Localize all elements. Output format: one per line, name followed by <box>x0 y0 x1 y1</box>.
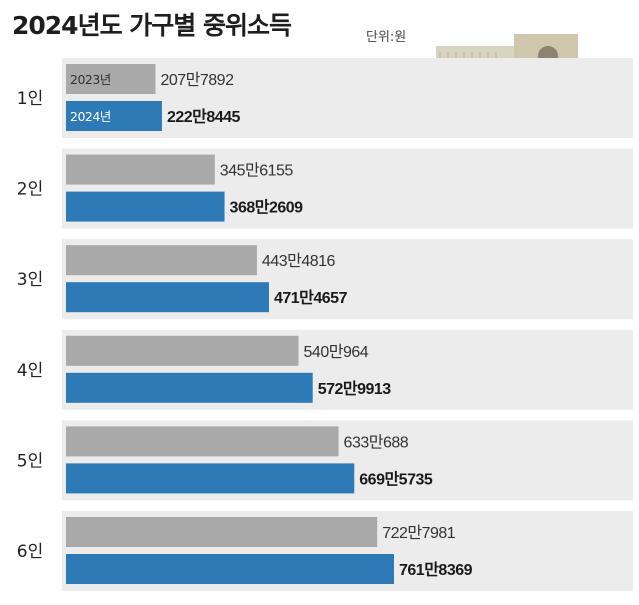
data-label-2023: 722만7981 <box>382 524 456 542</box>
bar-2024 <box>66 554 394 584</box>
bar-2024 <box>66 372 313 403</box>
data-label-2024: 471만4657 <box>274 289 348 307</box>
data-label-2023: 633만688 <box>344 433 409 451</box>
bar-2023 <box>66 245 257 276</box>
data-label-2024: 368만2609 <box>230 199 304 217</box>
legend-label: 2023년 <box>70 72 111 87</box>
category-label: 1인 <box>17 89 43 109</box>
data-label-2024: 761만8369 <box>399 561 473 579</box>
chart-title: 2024년도 가구별 중위소득 <box>12 11 292 40</box>
data-label-2023: 207만7892 <box>160 71 234 89</box>
category-label: 3인 <box>17 270 43 290</box>
data-label-2023: 443만4816 <box>262 252 336 270</box>
category-label: 6인 <box>17 542 43 562</box>
data-label-2024: 669만5735 <box>359 470 433 488</box>
data-label-2024: 572만9913 <box>318 380 392 398</box>
right-edge <box>633 0 639 605</box>
bar-2023 <box>66 154 215 185</box>
data-label-2023: 345만6155 <box>220 162 294 180</box>
unit-label: 단위:원 <box>366 30 407 45</box>
category-label: 5인 <box>17 451 43 471</box>
bar-2023 <box>66 426 339 457</box>
data-label-2023: 540만964 <box>304 343 369 361</box>
bar-2023 <box>66 64 156 94</box>
bar-2024 <box>66 191 225 222</box>
legend-label: 2024년 <box>70 109 111 124</box>
category-label: 2인 <box>17 180 43 200</box>
bar-2023 <box>66 517 378 547</box>
bar-2024 <box>66 282 269 313</box>
data-label-2024: 222만8445 <box>167 108 241 126</box>
bar-2024 <box>66 101 162 131</box>
category-label: 4인 <box>17 361 43 381</box>
bar-2024 <box>66 463 355 494</box>
bar-2023 <box>66 335 299 366</box>
